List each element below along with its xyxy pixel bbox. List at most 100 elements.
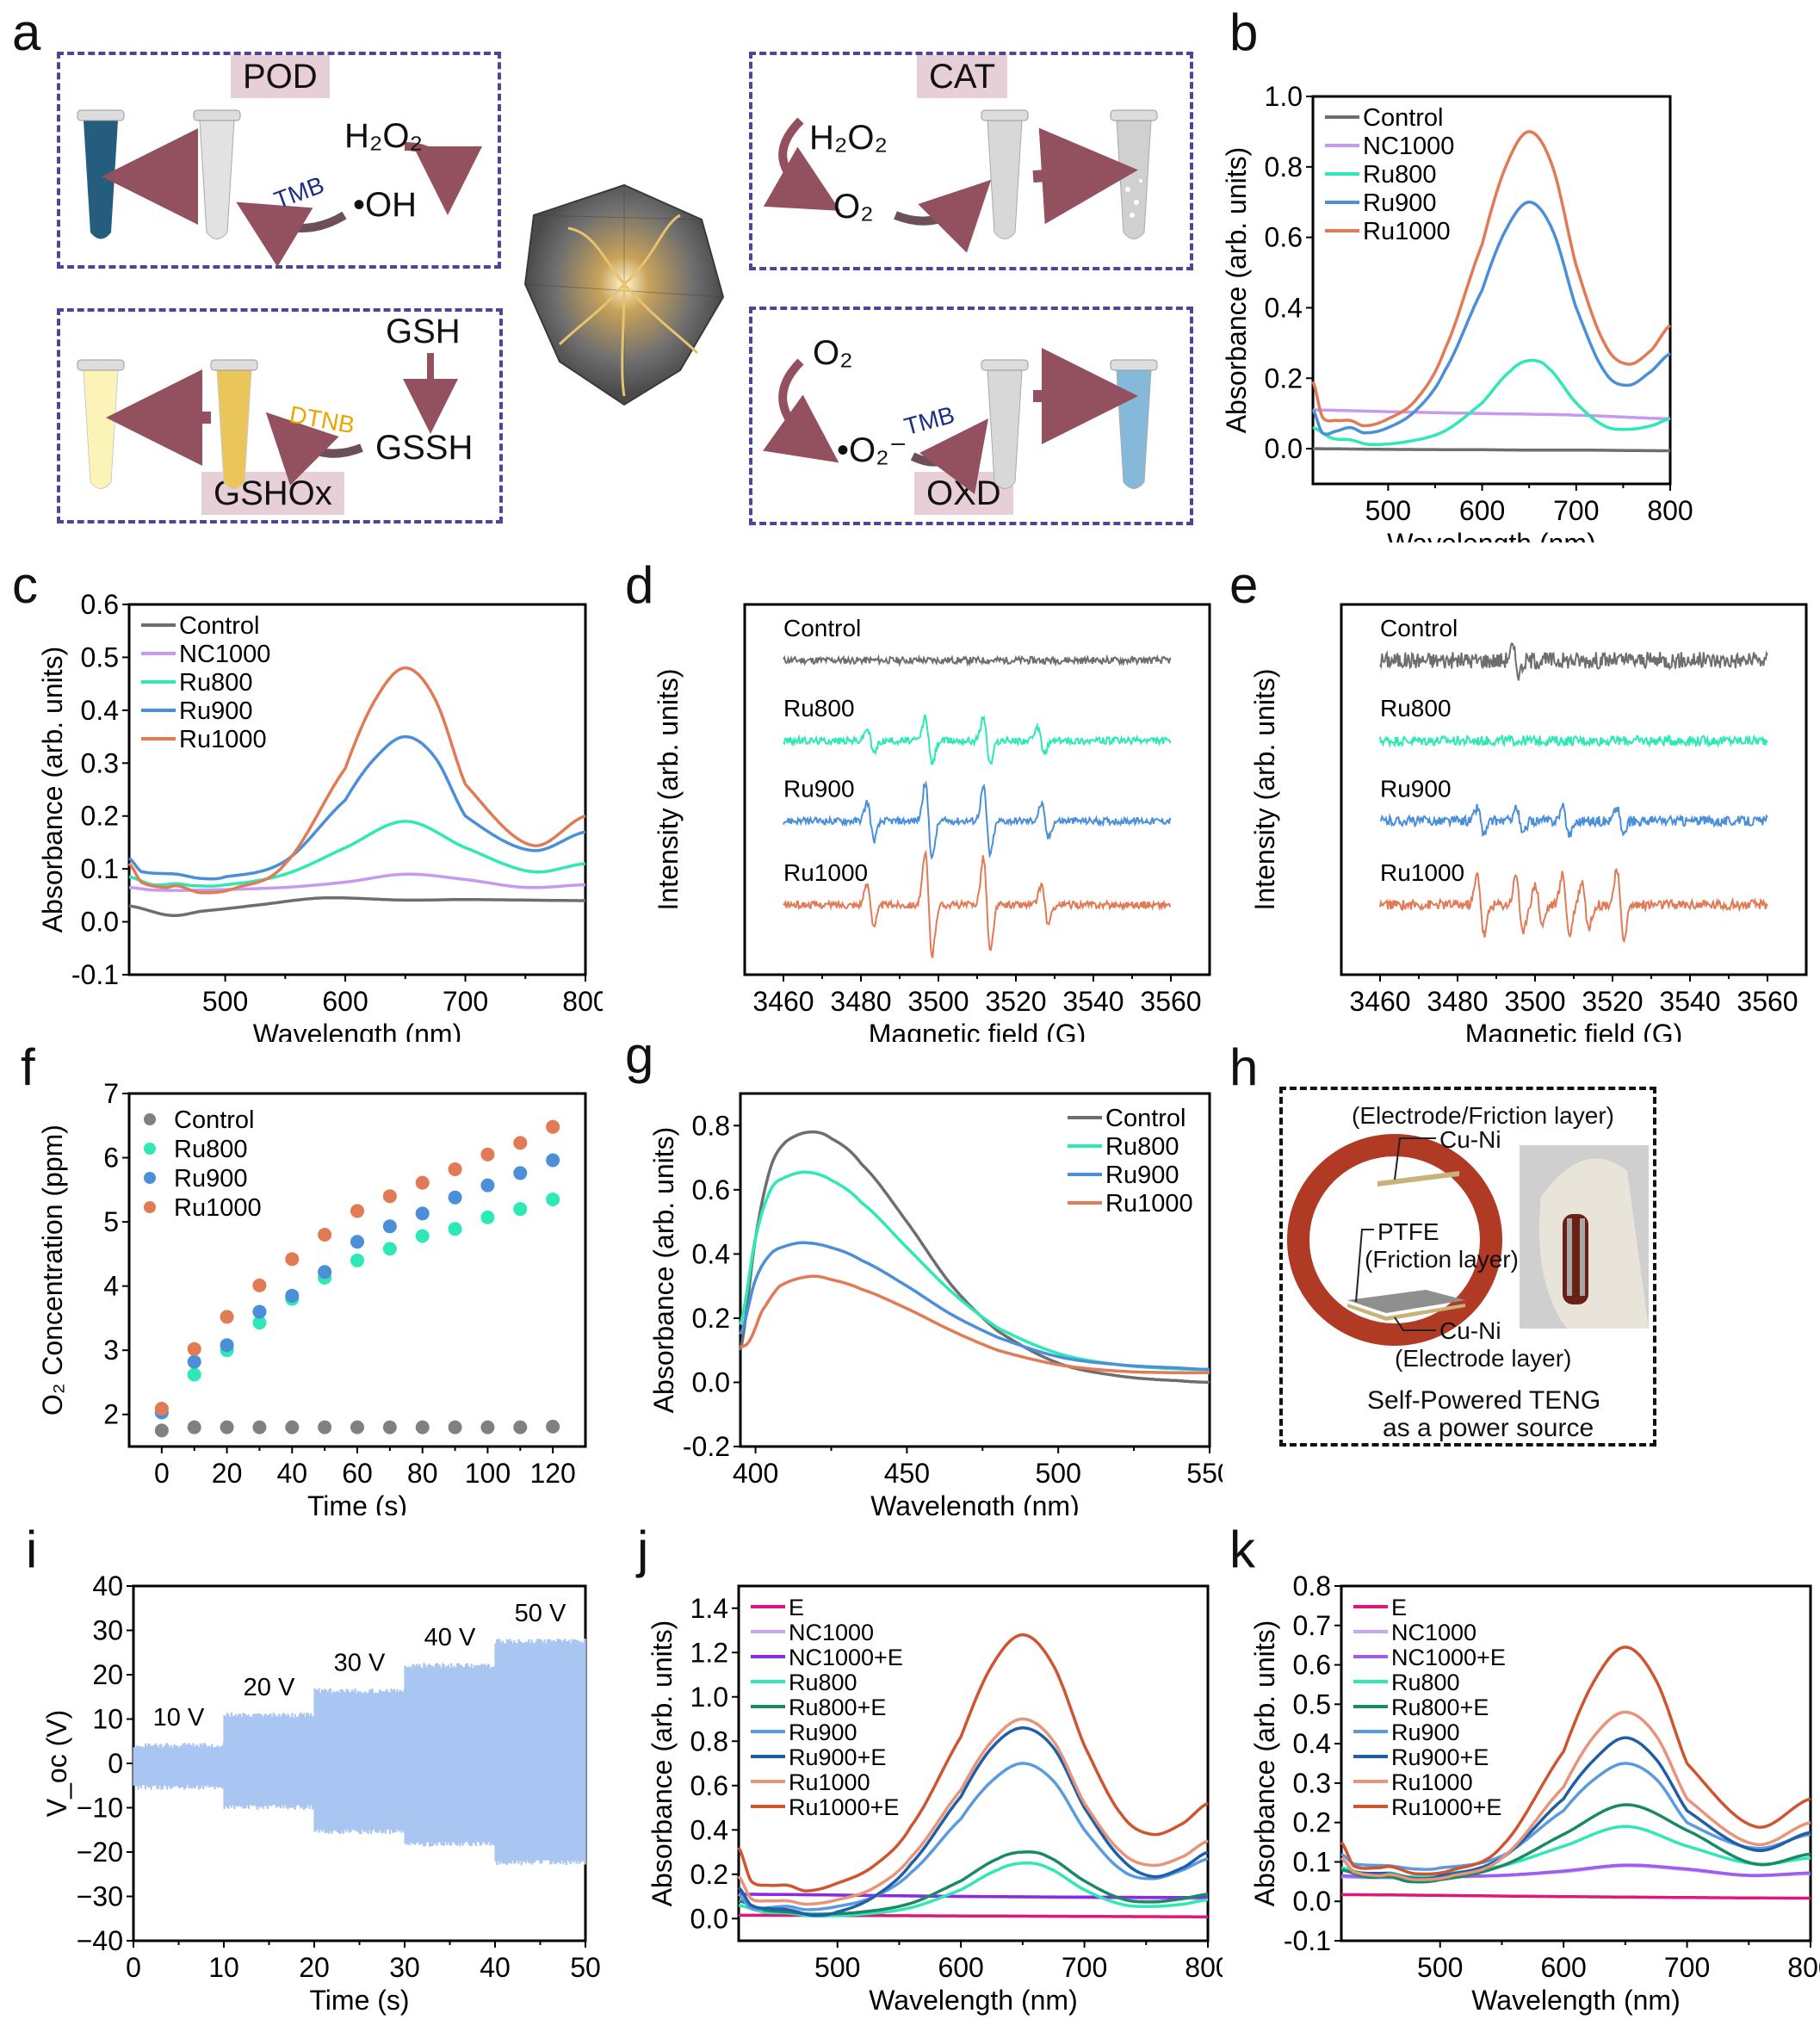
legend-label: E (1391, 1595, 1407, 1620)
cat-o2-label: O₂ (833, 188, 874, 226)
voc-segment-2 (223, 1712, 315, 1811)
series-line-ru900 (1379, 802, 1768, 838)
x-tick-label: 30 (389, 1952, 420, 1983)
series-line-ru800 (128, 820, 586, 888)
x-tick-label: 800 (1185, 1952, 1223, 1983)
series-line-ru800 (1312, 358, 1671, 446)
series-line-ru800 (1379, 733, 1768, 749)
data-point-control (285, 1420, 300, 1434)
series-line-ru800 (783, 714, 1172, 765)
chart-i: 0 10 20 30 40 50 −40 −30 −20 −10 0 10 20 30 40 Time (s)… (41, 1571, 601, 2016)
x-tick-label: 3460 (1349, 986, 1410, 1017)
chart-c: 500 600 700 800 -0.1 0.0 0.1 0.2 0.3 0.4 0.5 0.6 Wav… (37, 589, 603, 1042)
chart-j: 500 600 700 800 0.0 0.2 0.4 0.6 0.8 1.0 1.2 1.4 Wave… (647, 1584, 1223, 2016)
y-axis-label: Absorbance (arb. units) (37, 647, 68, 933)
y-axis-label: Absorbance (arb. units) (1223, 147, 1252, 434)
series-line-nc1000-plus-e (1341, 1863, 1811, 1879)
y-axis-label: Absorbance (arb. units) (647, 1620, 678, 1907)
panel-letter-a: a (12, 3, 41, 61)
series-line-nc1000-plus-e (739, 1893, 1208, 1899)
x-axis-label: Wavelength (nm) (869, 1985, 1077, 2016)
x-tick-label: 500 (1417, 1952, 1463, 1983)
legend-swatch (144, 1143, 156, 1155)
chart-k: 500 600 700 800 -0.1 0.0 0.1 0.2 0.3 0.4 0.5 0.6 0.7… (1249, 1571, 1820, 2016)
series-line-ru900 (737, 1762, 1209, 1911)
series-line-ru1000 (1311, 130, 1672, 428)
teng-ring (1287, 1134, 1502, 1346)
series-line-control (783, 654, 1172, 667)
y-tick-label: 7 (103, 1078, 119, 1109)
x-axis-label: Time (s) (307, 1490, 407, 1515)
teng-top-material: Cu-Ni (1439, 1126, 1501, 1153)
legend-label: NC1000 (1363, 133, 1454, 160)
data-point-ru900 (415, 1206, 430, 1221)
data-point-control (154, 1423, 169, 1438)
legend-label: Ru900 (1363, 189, 1436, 217)
x-axis-label: Wavelength (nm) (1471, 1985, 1680, 2016)
data-point-ru800 (546, 1193, 560, 1206)
data-point-ru1000 (252, 1278, 267, 1292)
y-tick-label: 0.0 (692, 1366, 730, 1397)
oxd-arrow-o2 (763, 358, 839, 463)
panel-letter-i: i (26, 1521, 38, 1578)
data-point-ru800 (448, 1222, 462, 1236)
y-axis-label: O₂ Concentration (ppm) (37, 1125, 68, 1416)
panel-letter-b: b (1229, 3, 1259, 61)
data-point-ru800 (382, 1242, 397, 1256)
x-axis-label: Wavelength (nm) (870, 1490, 1079, 1515)
data-point-control (187, 1420, 201, 1434)
data-point-ru800 (480, 1210, 495, 1224)
legend-label: NC1000 (1391, 1620, 1476, 1645)
y-tick-label: 1.0 (690, 1682, 728, 1713)
pod-tube-start (193, 109, 241, 239)
data-point-ru1000 (318, 1228, 332, 1242)
y-axis-label: Intensity (arb. units) (653, 669, 684, 911)
legend-label: Ru1000 (1105, 1190, 1193, 1217)
y-tick-label: 0.8 (1265, 152, 1303, 183)
y-tick-label: 3 (103, 1335, 119, 1366)
legend-label: Control (1105, 1105, 1186, 1132)
x-axis-label: Wavelength (nm) (1387, 528, 1595, 542)
data-point-ru1000 (448, 1162, 462, 1176)
data-point-control (318, 1420, 332, 1434)
legend: ENC1000NC1000+ERu800Ru800+ERu900Ru900+ER… (1353, 1595, 1506, 1820)
series-line-e (1341, 1893, 1811, 1900)
data-point-ru1000 (382, 1189, 397, 1204)
cat-box (749, 52, 1193, 270)
pod-tag: POD (231, 55, 330, 98)
oxd-tube-result (1110, 359, 1158, 489)
series-line-nc1000 (128, 872, 585, 892)
series-label: Ru1000 (783, 859, 868, 886)
x-tick-label: 800 (562, 986, 603, 1017)
data-point-control (252, 1420, 267, 1434)
plot-frame (1340, 1584, 1812, 1942)
data-point-ru1000 (285, 1252, 300, 1267)
series-group: Control Ru800 Ru900 Ru1000 (1379, 615, 1768, 944)
gshox-box (57, 308, 503, 524)
series-label: Ru900 (783, 776, 855, 802)
y-tick-label: 4 (103, 1271, 119, 1302)
data-point-ru900 (513, 1166, 528, 1180)
gshox-tube-result (77, 359, 125, 489)
data-point-ru1000 (415, 1175, 430, 1190)
teng-mid-material: PTFE (1377, 1218, 1439, 1245)
oxd-superoxide-label: •O₂⁻ (837, 431, 907, 469)
x-tick-label: 120 (529, 1458, 575, 1489)
y-tick-label: 1.2 (690, 1637, 728, 1668)
pod-arrow-tmb (236, 201, 347, 268)
data-point-ru900 (252, 1304, 267, 1319)
legend-label: Ru1000 (1391, 1769, 1473, 1795)
chart-g: 400 450 500 550 -0.2 0.0 0.2 0.4 0.6 0.8 Wavelengt… (648, 1092, 1223, 1515)
x-tick-label: 600 (1540, 1952, 1586, 1983)
x-tick-label: 600 (938, 1952, 983, 1983)
oxd-tube-start (981, 359, 1029, 489)
panel-letter-d: d (625, 556, 654, 614)
legend-label: Control (174, 1106, 255, 1134)
data-point-ru1000 (350, 1204, 364, 1218)
y-tick-label: 0.6 (1265, 222, 1303, 253)
y-tick-label: 30 (92, 1615, 123, 1646)
legend-label: Ru800 (1391, 1670, 1460, 1695)
data-point-ru900 (220, 1338, 234, 1353)
data-point-control (480, 1420, 495, 1434)
